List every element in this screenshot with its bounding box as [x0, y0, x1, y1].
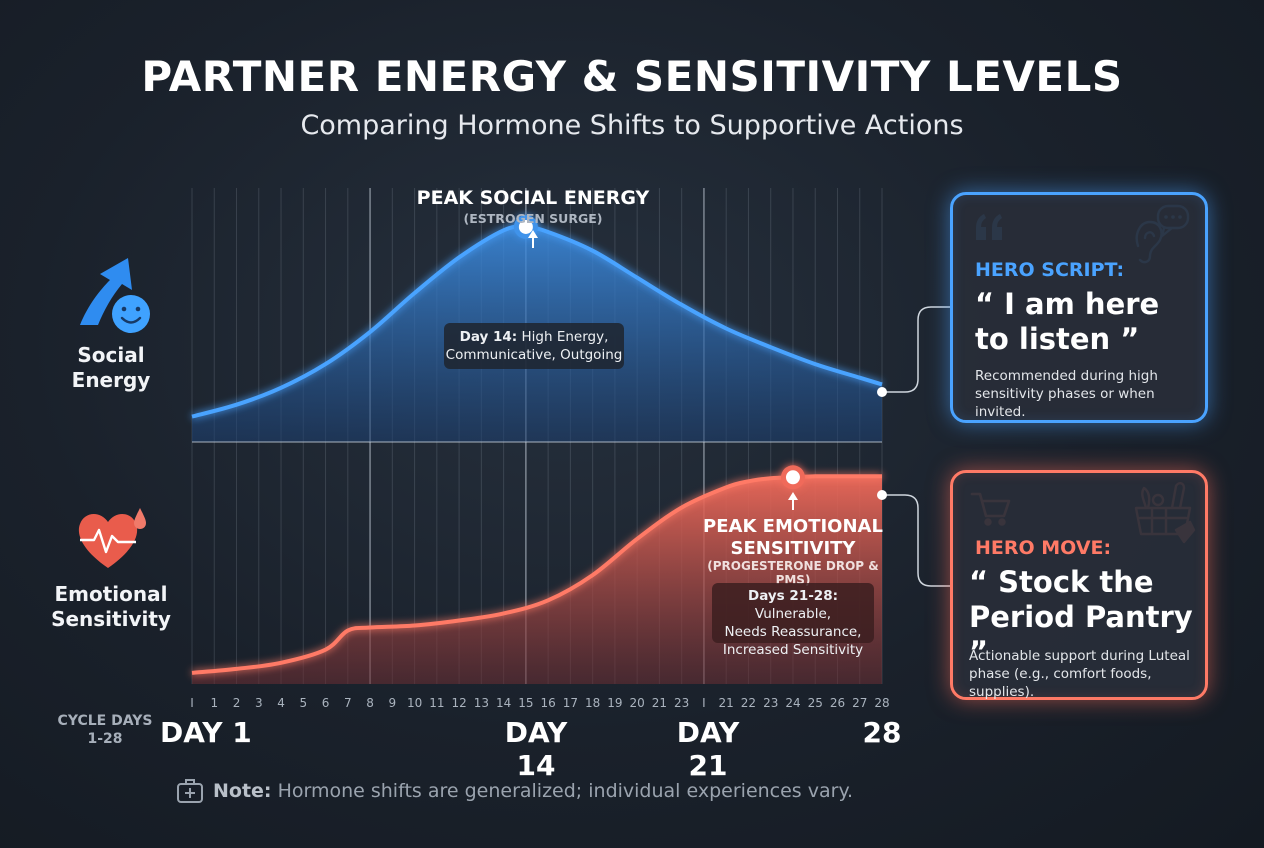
footnote-bold: Note: [213, 780, 272, 802]
footnote: Note: Hormone shifts are generalized; in… [213, 780, 853, 802]
hero-move-desc-line2: phase (e.g., comfort foods, supplies). [969, 666, 1152, 700]
social-peak-subtitle: (ESTROGEN SURGE) [463, 211, 603, 226]
x-tick-label: 8 [366, 696, 374, 710]
x-tick-label: 26 [830, 696, 845, 710]
axis-day21: DAY 21 [676, 716, 740, 782]
page-title: PARTNER ENERGY & SENSITIVITY LEVELS [141, 52, 1123, 101]
x-tick-label: 15 [518, 696, 533, 710]
script-connector [882, 306, 950, 393]
emotional-sensitivity-label: Emotional Sensitivity [40, 582, 182, 632]
x-tick-label: 24 [785, 696, 800, 710]
hero-script-headline-line2: to listen ” [975, 322, 1140, 356]
emotional-peak-title-line1: PEAK EMOTIONAL [703, 516, 883, 537]
x-tick-label: 25 [808, 696, 823, 710]
x-tick-label: 12 [451, 696, 466, 710]
emotional-callout-bold: Days 21-28: [747, 588, 838, 604]
x-tick-label: 14 [496, 696, 511, 710]
x-tick-label: 21 [719, 696, 734, 710]
hero-move-desc-line1: Actionable support during Luteal [969, 648, 1190, 664]
first-aid-icon [177, 779, 203, 803]
hero-script-description: Recommended during high sensitivity phas… [975, 367, 1200, 421]
x-tick-label: 21 [652, 696, 667, 710]
emotional-peak-callout: Days 21-28: Vulnerable, Needs Reassuranc… [712, 583, 874, 658]
hero-script-desc-line1: Recommended during high [975, 368, 1158, 384]
x-tick-label: 27 [852, 696, 867, 710]
axis-day28: 28 [862, 716, 902, 749]
x-tick-label: 11 [429, 696, 444, 710]
emotional-peak-arrow [788, 492, 798, 510]
emotional-label-line2: Sensitivity [51, 607, 171, 631]
hero-move-headline: “ Stock the Period Pantry ” [969, 565, 1205, 670]
x-tick-label: 20 [630, 696, 645, 710]
hero-script-desc-line2: sensitivity phases or when invited. [975, 386, 1155, 420]
social-callout-bold: Day 14: [459, 329, 518, 345]
move-connector [882, 494, 950, 587]
x-tick-label: 23 [674, 696, 689, 710]
cycle-days-caption: CYCLE DAYS 1-28 [50, 712, 160, 748]
x-tick-label: 3 [255, 696, 263, 710]
x-tick-label: 28 [874, 696, 889, 710]
x-tick-label: 19 [607, 696, 622, 710]
hero-move-description: Actionable support during Luteal phase (… [969, 647, 1201, 701]
x-tick-label: 5 [299, 696, 307, 710]
hero-move-headline-line2: Period Pantry ” [969, 600, 1193, 669]
x-tick-label: 6 [322, 696, 330, 710]
hero-script-headline: “ I am here to listen ” [975, 287, 1159, 357]
x-tick-label: I [190, 696, 194, 710]
x-tick-label: I [702, 696, 706, 710]
script-connector-dot [877, 387, 887, 397]
axis-day1: DAY 1 [160, 716, 252, 749]
social-peak-arrow [528, 230, 538, 248]
x-tick-label: 22 [741, 696, 756, 710]
x-tick-label: 9 [389, 696, 397, 710]
x-tick-label: 16 [540, 696, 555, 710]
x-tick-label: 17 [563, 696, 578, 710]
hero-move-headline-line1: “ Stock the [969, 565, 1154, 599]
x-tick-label: 13 [474, 696, 489, 710]
social-callout-rest: High Energy, [517, 329, 609, 345]
footnote-text: Hormone shifts are generalized; individu… [271, 780, 854, 802]
social-label-line2: Energy [71, 368, 151, 392]
emotional-sensitivity-area [192, 476, 882, 684]
axis-day14: DAY 14 [504, 716, 568, 782]
emotional-callout-line2: Needs Reassurance, [724, 624, 862, 640]
cycle-days-caption-line2: 1-28 [87, 731, 123, 747]
emotional-label-line1: Emotional [54, 582, 168, 606]
heart-pulse-icon [78, 508, 146, 568]
peak-marker [518, 219, 533, 234]
hero-move-kicker: HERO MOVE: [975, 537, 1112, 559]
social-peak-title: PEAK SOCIAL ENERGY [416, 187, 650, 209]
social-callout-line2: Communicative, Outgoing [445, 347, 623, 363]
emotional-sensitivity-line [191, 474, 882, 675]
x-tick-label: 18 [585, 696, 600, 710]
hero-script-kicker: HERO SCRIPT: [975, 259, 1125, 281]
cycle-days-caption-line1: CYCLE DAYS [57, 713, 153, 729]
x-tick-label: 10 [407, 696, 422, 710]
x-tick-label: 4 [277, 696, 285, 710]
social-label-line1: Social [77, 343, 145, 367]
hero-move-card: HERO MOVE: “ Stock the Period Pantry ” A… [950, 470, 1208, 700]
emotional-callout-rest: Vulnerable, [754, 606, 832, 622]
page-subtitle: Comparing Hormone Shifts to Supportive A… [300, 110, 964, 141]
emotional-callout-line3: Increased Sensitivity [722, 642, 864, 658]
hero-script-card: HERO SCRIPT: “ I am here to listen ” Rec… [950, 192, 1208, 423]
x-tick-label: 7 [344, 696, 352, 710]
x-tick-label: 23 [763, 696, 778, 710]
x-tick-label: 1 [210, 696, 218, 710]
social-energy-icon [80, 258, 150, 333]
move-connector-dot [877, 490, 887, 500]
social-energy-label: Social Energy [56, 343, 166, 393]
peak-marker [785, 470, 800, 485]
emotional-peak-title: PEAK EMOTIONAL SENSITIVITY [690, 516, 896, 560]
x-tick-label: 2 [233, 696, 241, 710]
hero-script-headline-line1: “ I am here [975, 287, 1160, 321]
emotional-peak-title-line2: SENSITIVITY [730, 538, 856, 559]
social-peak-callout: Day 14: High Energy, Communicative, Outg… [444, 323, 624, 369]
